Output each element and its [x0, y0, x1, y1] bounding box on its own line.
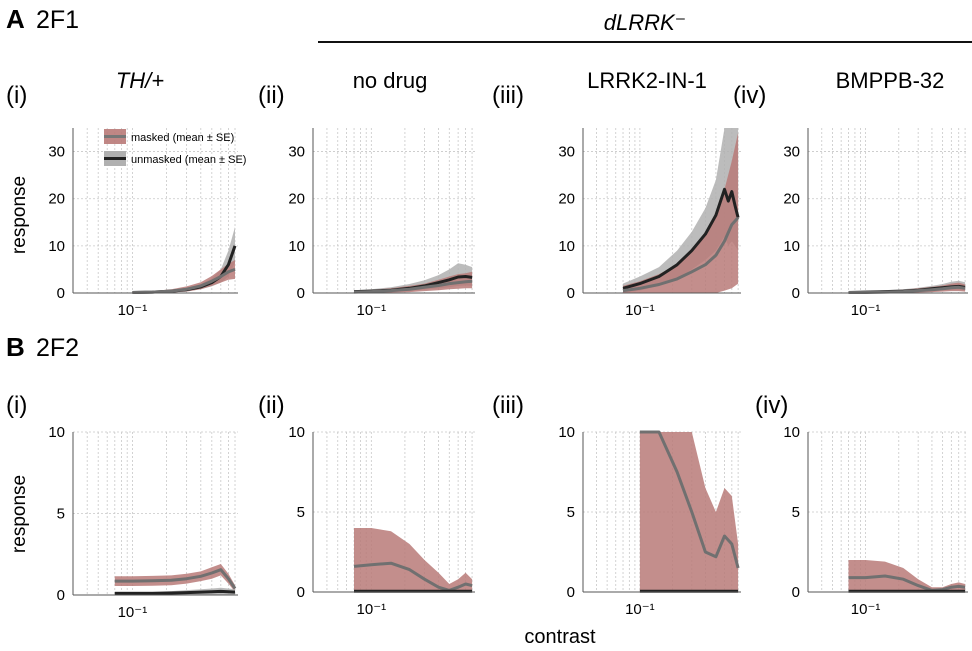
y-tick-label: 20 [48, 191, 65, 208]
x-tick-label: 10⁻¹ [851, 302, 881, 319]
section-a-title: 2F1 [36, 6, 79, 34]
masked-mean-line [848, 285, 966, 294]
x-tick-label: 10⁻¹ [357, 601, 387, 618]
masked-mean-line [639, 430, 740, 569]
x-axis-label: contrast [524, 626, 596, 648]
panel-a3-numeral: (iii) [492, 82, 524, 109]
x-tick-label: 10⁻¹ [118, 604, 148, 621]
y-tick-label: 0 [297, 584, 305, 601]
y-tick-label: 30 [783, 144, 800, 161]
y-tick-label: 10 [783, 424, 800, 441]
chart-a-bmppb-32: 0 10 20 30 10⁻¹ [783, 128, 968, 319]
condition-label-1: TH/+ [116, 68, 164, 93]
masked-se-band [623, 132, 739, 293]
y-tick-label: 10 [48, 238, 65, 255]
y-tick-label: 10 [783, 238, 800, 255]
y-tick-label: 5 [567, 504, 575, 521]
legend-unmasked-label: unmasked (mean ± SE) [131, 154, 246, 166]
y-tick-label: 0 [57, 587, 65, 604]
masked-mean-line [353, 561, 473, 592]
unmasked-mean-line [114, 589, 236, 595]
y-tick-label: 10 [288, 238, 305, 255]
masked-mean-line [132, 267, 236, 294]
y-tick-label: 10 [558, 424, 575, 441]
legend-masked-label: masked (mean ± SE) [131, 132, 234, 144]
chart-b-lrrk2-in-1: 0 5 10 10⁻¹ [558, 424, 741, 618]
panel-b3-numeral: (iii) [492, 392, 524, 419]
masked-se-band [354, 528, 473, 592]
panel-a1-numeral: (i) [6, 82, 27, 109]
y-tick-label: 20 [288, 191, 305, 208]
chart-a-no-drug: 0 10 20 30 10⁻¹ [288, 128, 475, 319]
chart-b-no-drug: 0 5 10 10⁻¹ [288, 424, 475, 618]
section-a-letter: A [6, 4, 25, 34]
y-tick-label: 5 [297, 504, 305, 521]
y-tick-label: 5 [57, 506, 65, 523]
legend: masked (mean ± SE) unmasked (mean ± SE) [104, 129, 246, 166]
masked-mean-line [848, 574, 966, 592]
condition-label-4: BMPPB-32 [836, 68, 945, 93]
masked-mean-line [622, 216, 740, 293]
x-tick-label: 10⁻¹ [625, 302, 655, 319]
y-axis-label-b: response [9, 475, 30, 553]
y-tick-label: 30 [48, 144, 65, 161]
unmasked-mean-line [132, 245, 237, 294]
y-tick-label: 5 [792, 504, 800, 521]
chart-a-lrrk2-in-1: 0 10 20 30 10⁻¹ [558, 128, 741, 319]
y-tick-label: 0 [792, 285, 800, 302]
panel-a4-numeral: (iv) [733, 82, 766, 109]
masked-se-band [114, 564, 235, 592]
y-tick-label: 30 [558, 144, 575, 161]
condition-label-3: LRRK2-IN-1 [587, 68, 707, 93]
y-tick-label: 0 [297, 285, 305, 302]
panel-b4-numeral: (iv) [755, 392, 788, 419]
y-axis-label-a: response [9, 176, 30, 254]
y-tick-label: 10 [558, 238, 575, 255]
x-tick-label: 10⁻¹ [357, 302, 387, 319]
chart-b-bmppb-32: 0 5 10 10⁻¹ [783, 424, 968, 618]
condition-label-2: no drug [353, 68, 428, 93]
unmasked-mean-line [622, 187, 740, 290]
section-b-title: 2F2 [36, 334, 79, 362]
x-tick-label: 10⁻¹ [118, 302, 148, 319]
masked-mean-line [353, 279, 473, 294]
panel-a2-numeral: (ii) [258, 82, 285, 109]
masked-mean-line [114, 568, 237, 590]
chart-a-th: 0 10 20 30 10⁻¹ [48, 128, 238, 319]
y-tick-label: 20 [558, 191, 575, 208]
masked-se-band [354, 271, 473, 293]
y-tick-label: 10 [288, 424, 305, 441]
section-b-letter: B [6, 332, 25, 362]
masked-se-band [639, 432, 739, 592]
x-tick-label: 10⁻¹ [625, 601, 655, 618]
panel-b1-numeral: (i) [6, 392, 27, 419]
chart-b-th: 0 5 10 10⁻¹ [48, 424, 238, 621]
group-label: dLRRK⁻ [604, 10, 687, 35]
y-tick-label: 0 [567, 285, 575, 302]
x-tick-label: 10⁻¹ [851, 601, 881, 618]
y-tick-label: 0 [792, 584, 800, 601]
unmasked-se-band [132, 227, 235, 293]
panel-b2-numeral: (ii) [258, 392, 285, 419]
y-tick-label: 0 [57, 285, 65, 302]
y-tick-label: 20 [783, 191, 800, 208]
y-tick-label: 30 [288, 144, 305, 161]
y-tick-label: 10 [48, 424, 65, 441]
masked-se-band [848, 560, 966, 592]
y-tick-label: 0 [567, 584, 575, 601]
